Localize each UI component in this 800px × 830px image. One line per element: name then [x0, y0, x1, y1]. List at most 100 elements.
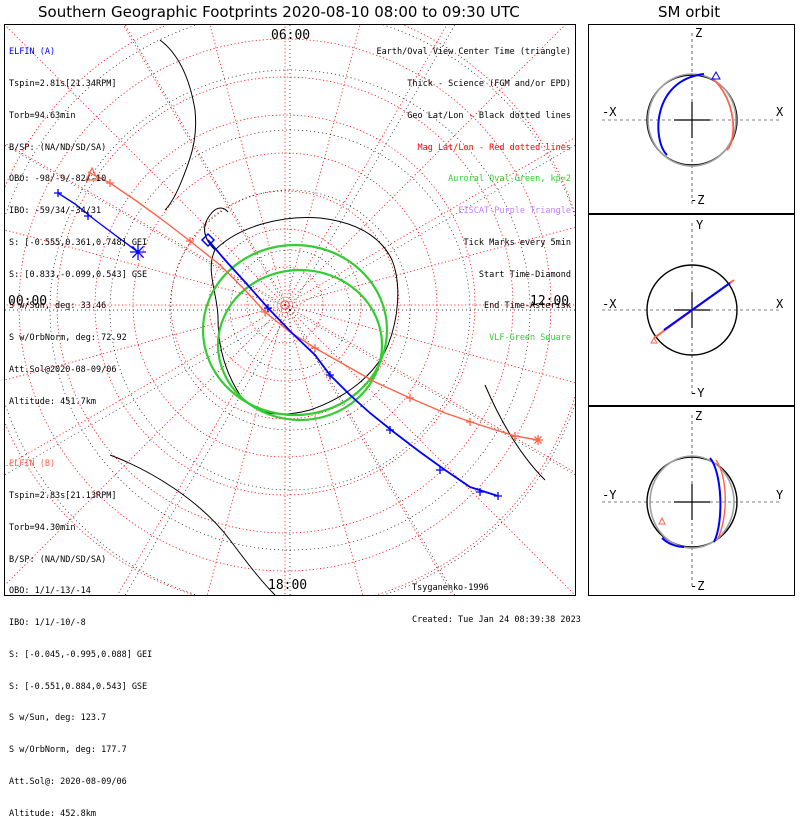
mag-longitude-line — [284, 137, 575, 306]
auroral-oval-outer — [201, 243, 389, 417]
legend-item: Earth/Oval View Center Time (triangle) — [376, 47, 571, 58]
mag-longitude-line — [284, 25, 361, 306]
sm-xy-up: Y — [696, 218, 704, 232]
australia-outline — [109, 454, 276, 595]
sm-xy-down: -Y — [690, 386, 705, 400]
elfin-a-line: IBO: -59/34/-34/31 — [9, 206, 102, 217]
elfin-a-line: Altitude: 451.7km — [9, 396, 96, 407]
sm-orbit-yz-plot — [602, 415, 782, 589]
elfin-a-tick — [494, 492, 502, 500]
elfin-a-line: B/SP: (NA/ND/SD/SA) — [9, 142, 107, 153]
orbit-b-triangle — [650, 337, 658, 344]
south-america-outline — [159, 39, 197, 211]
mag-longitude-line — [206, 304, 286, 595]
mag-longitude-line — [5, 229, 286, 306]
mag-latitude-circle — [246, 266, 324, 344]
elfin-b-line: OBO: 1/1/-13/-14 — [9, 586, 91, 597]
mag-longitude-line — [284, 25, 448, 306]
mag-longitude-line — [284, 226, 575, 306]
legend-item: EISCAT-Purple Triangle — [458, 206, 571, 217]
sm-orbit-xz-plot — [602, 33, 782, 207]
mag-longitude-line — [209, 25, 286, 306]
sm-yz-down: -Z — [690, 579, 704, 593]
footprint-chart: 06:00 00:00 12:00 18:00 Z -Z -X X Y -Y -… — [4, 24, 795, 596]
elfin-b-info: ELFIN (B) Tspin=2.83s[21.13RPM] Torb=94.… — [9, 438, 152, 830]
orbit-a-triangle — [711, 70, 721, 80]
sm-orbit-title: SM orbit — [658, 3, 721, 21]
legend-item: Geo Lat/Lon - Black dotted lines — [407, 110, 571, 121]
track-layer — [54, 166, 543, 500]
mag-grid — [5, 25, 575, 595]
auroral-oval — [201, 243, 389, 422]
elfin-b-tick — [186, 237, 194, 245]
sm-yz-left: -Y — [602, 488, 617, 502]
elfin-b-line: S: [-0.551,0.884,0.543] GSE — [9, 681, 148, 692]
elfin-b-line: B/SP: (NA/ND/SD/SA) — [9, 554, 107, 565]
orbit-gray — [647, 73, 737, 167]
elfin-a-tick — [436, 466, 444, 474]
orbit-gray — [649, 455, 735, 549]
credits-author: Tsyganenko-1996 — [412, 583, 489, 594]
time-label-bottom: 18:00 — [268, 578, 307, 593]
sm-orbit-xy-plot — [602, 223, 782, 397]
elfin-b-tick — [511, 432, 519, 440]
mag-longitude-line — [5, 25, 286, 306]
elfin-b-name: ELFIN (B) — [9, 459, 56, 470]
elfin-a-track-main — [207, 239, 499, 497]
sm-yz-right: Y — [776, 488, 784, 502]
legend-item: Tick Marks every 5min — [463, 237, 571, 248]
sm-yz-up: Z — [695, 409, 702, 423]
mag-longitude-line — [5, 304, 286, 586]
orbit-b — [711, 77, 735, 151]
orbit-a — [657, 73, 705, 156]
orbit-b — [715, 459, 726, 539]
map-plot — [5, 25, 575, 595]
elfin-b-line: Torb=94.30min — [9, 522, 76, 533]
legend-item: Mag Lat/Lon - Red dotted lines — [417, 142, 571, 153]
elfin-a-tick — [386, 426, 394, 434]
map-frame — [4, 24, 576, 596]
elfin-a-line: S: [0.833,-0.099,0.543] GSE — [9, 269, 148, 280]
time-label-left: 00:00 — [8, 294, 47, 309]
elfin-b-tick — [311, 344, 319, 352]
credits: Tsyganenko-1996 Created: Tue Jan 24 08:3… — [412, 562, 581, 636]
legend-item: Thick - Science (FGM and/or EPD) — [407, 78, 571, 89]
sm-xz-down: -Z — [690, 193, 704, 207]
sm-xy-frame — [588, 214, 795, 406]
time-label-right: 12:00 — [530, 294, 569, 309]
mag-latitude-circle — [18, 38, 552, 572]
elfin-a-line: S w/Sun, deg: 33.46 — [9, 301, 107, 312]
orbit-b-triangle — [658, 516, 666, 525]
sm-xz-right: X — [776, 105, 784, 119]
elfin-b-line: Tspin=2.83s[21.13RPM] — [9, 490, 117, 501]
elfin-b-line: S w/OrbNorm, deg: 177.7 — [9, 745, 127, 756]
sm-xz-up: Z — [695, 26, 702, 40]
mag-longitude-line — [5, 142, 286, 306]
elfin-a-line: OBO: -98/-9/-82/-10 — [9, 174, 107, 185]
antarctic-peninsula — [204, 207, 229, 251]
sm-xy-right: X — [776, 297, 784, 311]
mag-longitude-line — [284, 304, 575, 384]
elfin-a-line: S w/OrbNorm, deg: 72.92 — [9, 333, 127, 344]
elfin-a-name: ELFIN (A) — [9, 47, 56, 58]
elfin-b-line: S w/Sun, deg: 123.7 — [9, 713, 107, 724]
elfin-a-tick — [54, 189, 62, 197]
mag-longitude-line — [284, 304, 575, 473]
elfin-a-line: Att.Sol@2020-08-09/06 — [9, 365, 117, 375]
elfin-a-line: Torb=94.63min — [9, 110, 76, 121]
elfin-a-info: ELFIN (A) Tspin=2.81s[21.34RPM] Torb=94.… — [9, 26, 147, 418]
elfin-b-view-triangle — [85, 166, 99, 181]
elfin-a-line: Tspin=2.81s[21.34RPM] — [9, 78, 117, 89]
orbit-a-lower — [661, 537, 685, 548]
mag-longitude-line — [5, 304, 286, 381]
map-title: Southern Geographic Footprints 2020-08-1… — [38, 3, 520, 21]
legend-item: Auroral Oval-Green, kp=2 — [448, 174, 571, 185]
legend-item: VLF-Green Square — [489, 333, 571, 344]
legend-item: End Time-Asterisk — [484, 301, 571, 312]
elfin-a-track-early — [57, 192, 139, 253]
sm-xz-left: -X — [602, 105, 617, 119]
elfin-b-line: S: [-0.045,-0.995,0.088] GEI — [9, 649, 153, 660]
legend-item: Start Time-Diamond — [478, 269, 571, 280]
sm-yz-frame — [588, 406, 795, 596]
legend: Earth/Oval View Center Time (triangle) T… — [377, 26, 571, 354]
